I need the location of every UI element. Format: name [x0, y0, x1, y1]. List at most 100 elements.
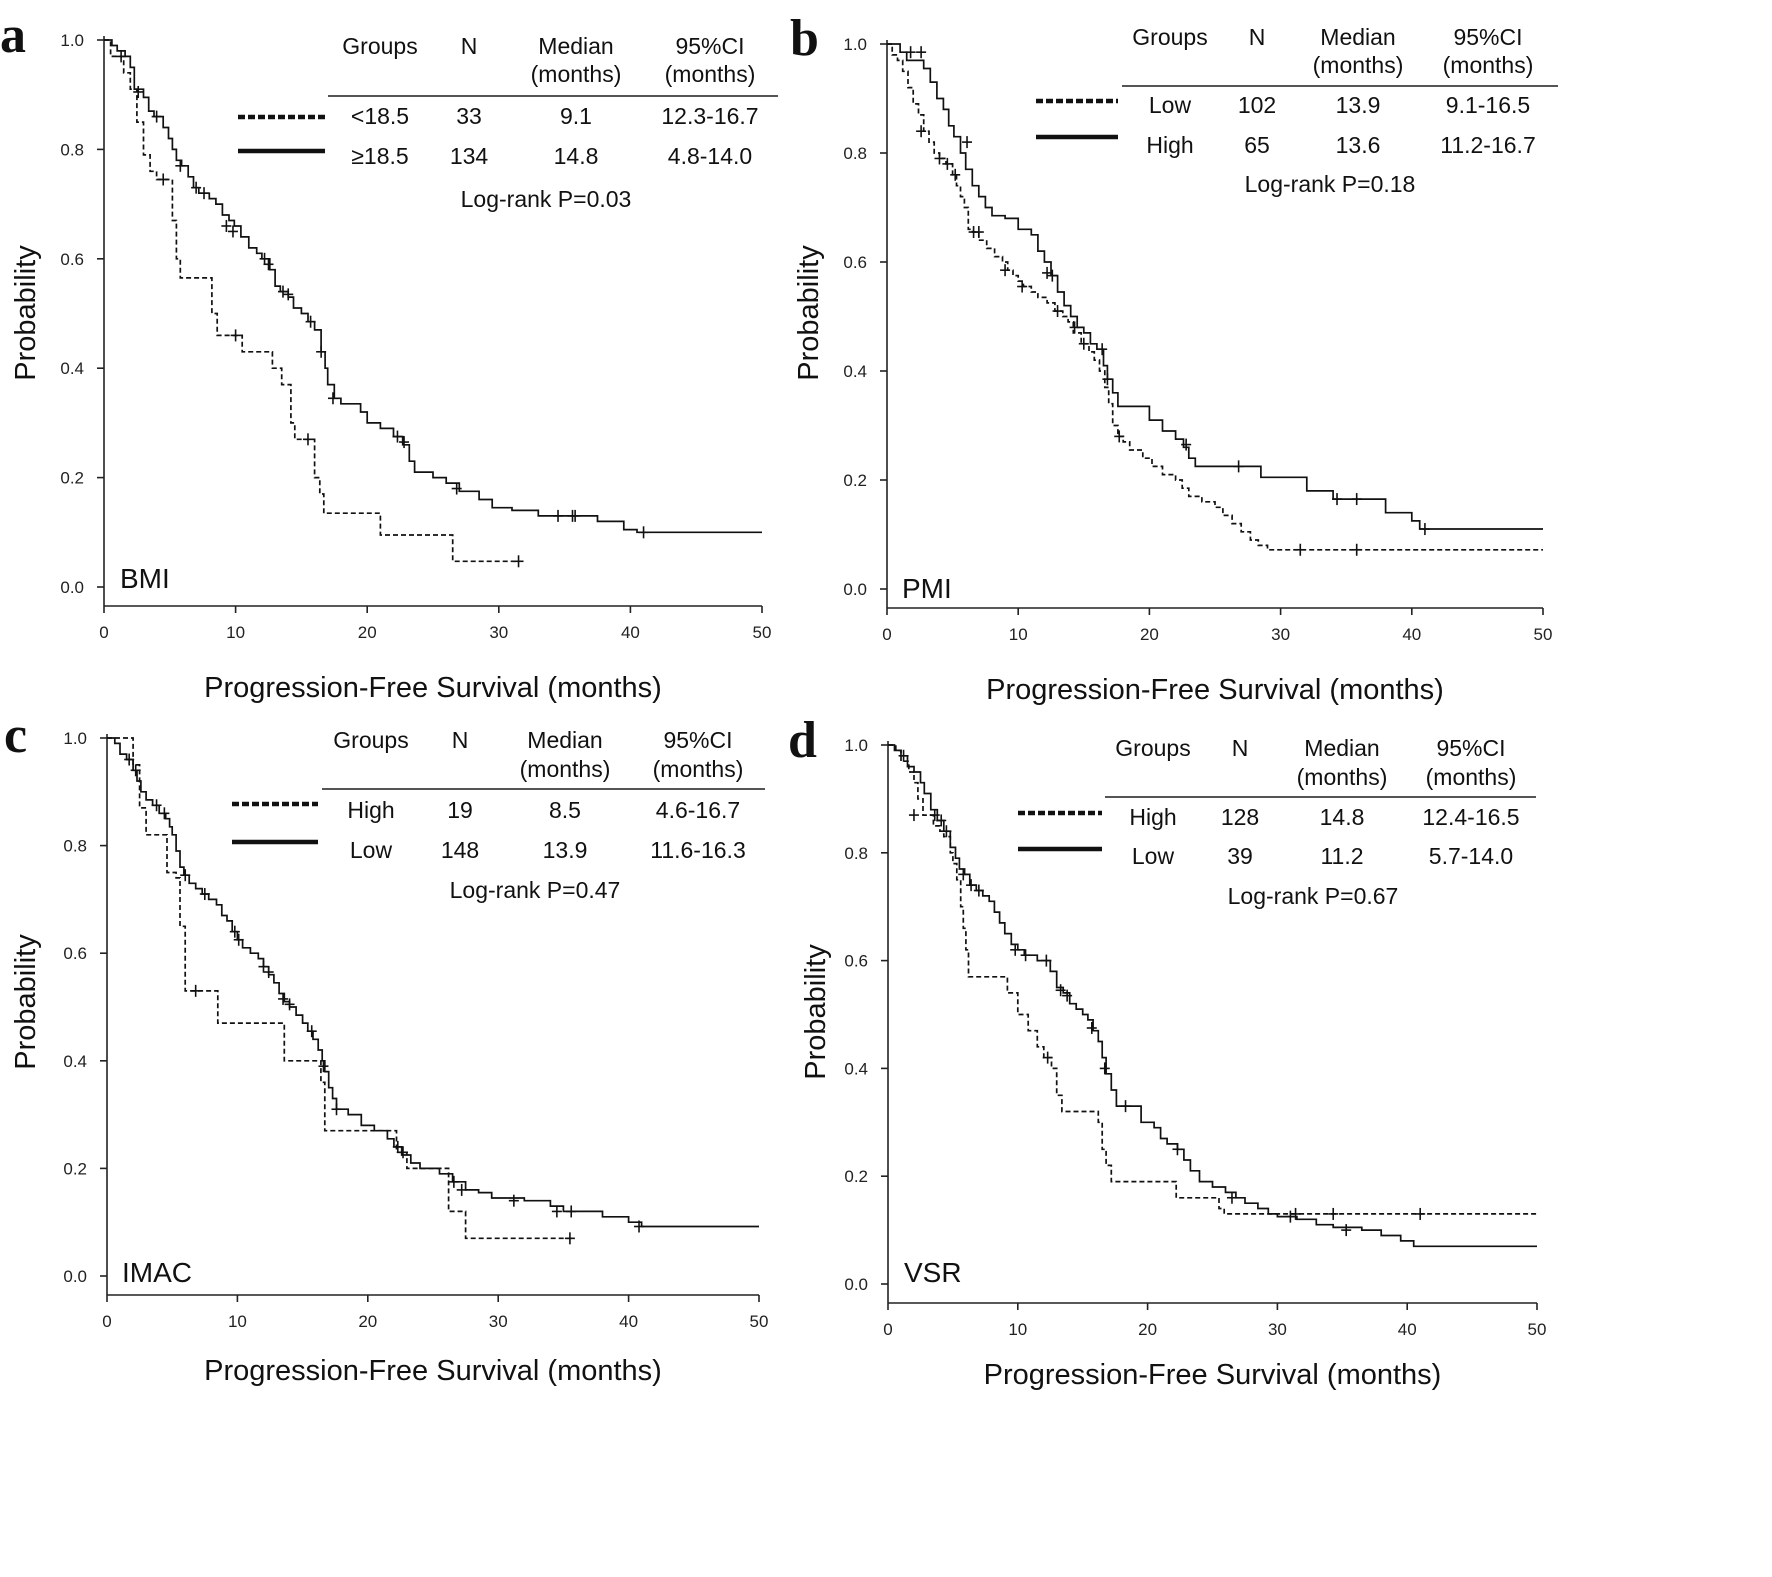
km-curve-solid [104, 39, 762, 534]
y-tick-label: 0.2 [60, 469, 84, 488]
table-header-cell: N [1232, 735, 1249, 761]
y-tick-label: 0.6 [63, 944, 87, 963]
censor-mark [399, 436, 410, 449]
table-row: ≥18.5 134 14.8 4.8-14.0 [238, 143, 752, 169]
censor-mark [1102, 373, 1113, 386]
censor-mark [277, 285, 288, 298]
table-cell-n: 19 [447, 797, 473, 823]
x-tick-label: 50 [753, 623, 772, 642]
y-tick-label: 1.0 [844, 736, 868, 755]
x-tick-label: 40 [619, 1312, 638, 1331]
table-header-cell: N [1249, 24, 1266, 50]
censor-mark [306, 1025, 317, 1038]
y-tick-label: 0.2 [844, 1167, 868, 1186]
table-cell-group: High [1146, 132, 1193, 158]
x-tick-label: 30 [489, 623, 508, 642]
censor-mark [1055, 984, 1066, 997]
censor-mark [564, 1232, 575, 1245]
x-tick-label: 10 [226, 623, 245, 642]
y-tick-label: 0.4 [844, 1059, 868, 1078]
censor-mark [1351, 543, 1362, 556]
legend-table: Groups N Median 95%CI (months) (months) High 12… [1018, 735, 1536, 909]
x-tick-label: 0 [99, 623, 108, 642]
censor-mark [133, 85, 144, 98]
y-tick-label: 0.8 [844, 844, 868, 863]
x-axis-title: Progression-Free Survival (months) [204, 1355, 662, 1387]
censor-mark [392, 430, 403, 443]
censor-mark [1415, 1207, 1426, 1220]
table-cell-median: 8.5 [549, 797, 581, 823]
censor-mark [221, 219, 232, 232]
table-row: High 19 8.5 4.6-16.7 [232, 797, 740, 823]
legend-table: Groups N Median 95%CI(months) (months)<18.5 3… [238, 33, 778, 212]
x-tick-label: 10 [1008, 1320, 1027, 1339]
logrank-pvalue: Log-rank P=0.18 [1245, 171, 1416, 197]
censor-mark [962, 136, 973, 149]
table-row: High 65 13.6 11.2-16.7 [1036, 132, 1536, 158]
censor-mark [508, 1194, 519, 1207]
table-cell-n: 39 [1227, 843, 1253, 869]
censor-mark [1341, 1224, 1352, 1237]
censor-mark [1233, 460, 1244, 473]
censor-mark [1120, 1100, 1131, 1113]
panel-b: b 0.0 0.2 0.4 0.6 0.8 1.0 0 10 20 30 40 50 Progressio… [790, 10, 1558, 706]
panel-c: c 0.0 0.2 0.4 0.6 0.8 1.0 0 10 20 30 40 50 Progressio… [4, 707, 768, 1387]
censor-mark [1351, 493, 1362, 506]
table-cell-group: High [347, 797, 394, 823]
table-cell-median: 13.9 [1336, 92, 1381, 118]
x-tick-label: 20 [1138, 1320, 1157, 1339]
censor-mark [1285, 1210, 1296, 1223]
variable-label: VSR [904, 1257, 962, 1288]
km-curve-solid [888, 744, 1537, 1248]
table-row: Low 102 13.9 9.1-16.5 [1036, 92, 1530, 118]
table-cell-n: 148 [441, 837, 479, 863]
km-curve-dashed [104, 39, 519, 563]
table-cell-group: Low [1132, 843, 1175, 869]
censor-mark [908, 809, 919, 822]
y-tick-label: 0.2 [63, 1159, 87, 1178]
km-curve-solid [887, 43, 1543, 530]
x-axis-title: Progression-Free Survival (months) [204, 672, 662, 704]
censor-mark [1062, 989, 1073, 1002]
km-curve-solid [107, 737, 759, 1228]
table-cell-ci: 5.7-14.0 [1429, 843, 1513, 869]
table-cell-n: 128 [1221, 804, 1259, 830]
table-header-cell: Median [1304, 735, 1379, 761]
panel-a: a 0.0 0.2 0.4 0.6 0.8 1.0 0 10 20 30 40 50 Progressio… [0, 7, 778, 704]
censor-mark [199, 888, 210, 901]
table-cell-median: 9.1 [560, 103, 592, 129]
table-header-cell: Groups [342, 33, 417, 59]
censor-mark [551, 1205, 562, 1218]
table-header-cell: Groups [333, 727, 408, 753]
y-tick-label: 1.0 [843, 35, 867, 54]
censor-mark [1086, 1021, 1097, 1034]
table-cell-group: Low [350, 837, 393, 863]
x-tick-label: 40 [621, 623, 640, 642]
table-cell-n: 102 [1238, 92, 1276, 118]
censor-mark [305, 315, 316, 328]
table-header-cell: Groups [1132, 24, 1207, 50]
y-tick-label: 0.0 [63, 1267, 87, 1286]
y-tick-label: 1.0 [63, 729, 87, 748]
censor-mark [1041, 954, 1052, 967]
censor-mark [1052, 305, 1063, 318]
y-tick-label: 0.4 [843, 362, 867, 381]
censor-mark [159, 807, 170, 820]
censor-mark [1332, 493, 1343, 506]
censor-mark [1047, 269, 1058, 282]
censor-mark [456, 1183, 467, 1196]
censor-mark [1099, 1062, 1110, 1075]
y-tick-label: 0.8 [843, 144, 867, 163]
censor-mark [1000, 264, 1011, 277]
table-cell-group: <18.5 [351, 103, 409, 129]
censor-mark [451, 482, 462, 495]
censor-mark [180, 869, 191, 882]
censor-mark [929, 809, 940, 822]
censor-mark [1020, 949, 1031, 962]
censor-mark [1078, 337, 1089, 350]
x-tick-label: 0 [102, 1312, 111, 1331]
table-header-cell: Median [1320, 24, 1395, 50]
censor-mark [973, 884, 984, 897]
x-tick-label: 50 [1534, 625, 1553, 644]
